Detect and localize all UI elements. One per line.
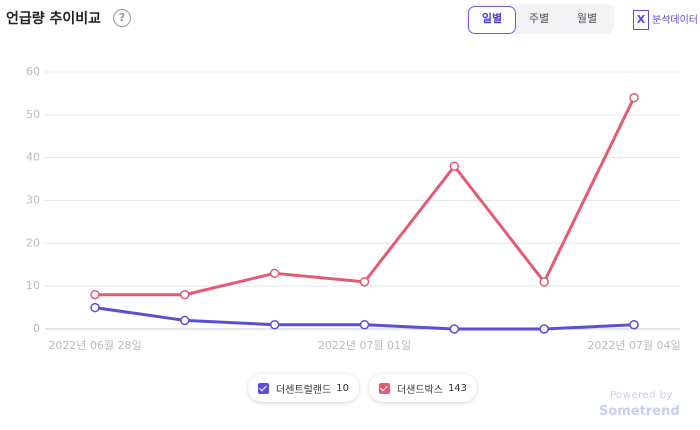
y-tick-label: 20 [26,236,40,249]
point [359,319,370,330]
tab[interactable]: 일별 [468,6,516,34]
point [90,302,100,313]
point [269,268,280,279]
legend-name: 더센트럴랜드 [276,384,332,396]
y-tick-label: 30 [26,194,40,207]
y-tick-label: 40 [26,151,40,164]
point [90,289,100,300]
title: 언급량 추이비교 [6,11,102,27]
tab[interactable]: 주별 [528,12,550,25]
legend-total: 10 [336,382,349,394]
point [359,277,370,287]
tab[interactable]: 월별 [576,12,598,25]
check-mark [259,383,267,391]
point [629,92,639,103]
export-icon: X [633,10,649,30]
y-tick-label: 50 [26,108,40,121]
legend-check [258,382,269,394]
help-icon[interactable]: ? [113,9,131,27]
check-mark [380,383,388,391]
point [629,319,639,330]
export-label: 분석데이터 [652,15,698,26]
legend-total: 143 [447,382,468,394]
brand: Sometrend [599,404,680,419]
y-tick-label: 0 [33,322,40,335]
powered-by: Powered by [610,390,673,401]
x-tick-label: 2022년 07월 01일 [318,338,411,352]
point [449,161,460,171]
tabs: 일별 주별 월별 [466,4,614,34]
legend-item[interactable]: 더센트럴랜드 10 [248,374,359,402]
y-tick-label: 60 [26,65,40,78]
line [95,97,636,297]
point [539,324,549,334]
x-tick-label: 2022년 06월 28일 [48,338,141,352]
legend-name: 더샌드박스 [396,384,443,396]
legend-item[interactable]: 더샌드박스 143 [368,374,478,402]
y-tick-label: 10 [26,279,40,292]
point [449,324,460,334]
legend-check [378,382,390,394]
export-button[interactable]: X 분석데이터 [633,10,698,30]
x-tick-label: 2022년 07월 04일 [587,338,680,352]
point [180,289,190,300]
point [269,319,280,330]
point [539,277,549,287]
point [180,315,190,326]
